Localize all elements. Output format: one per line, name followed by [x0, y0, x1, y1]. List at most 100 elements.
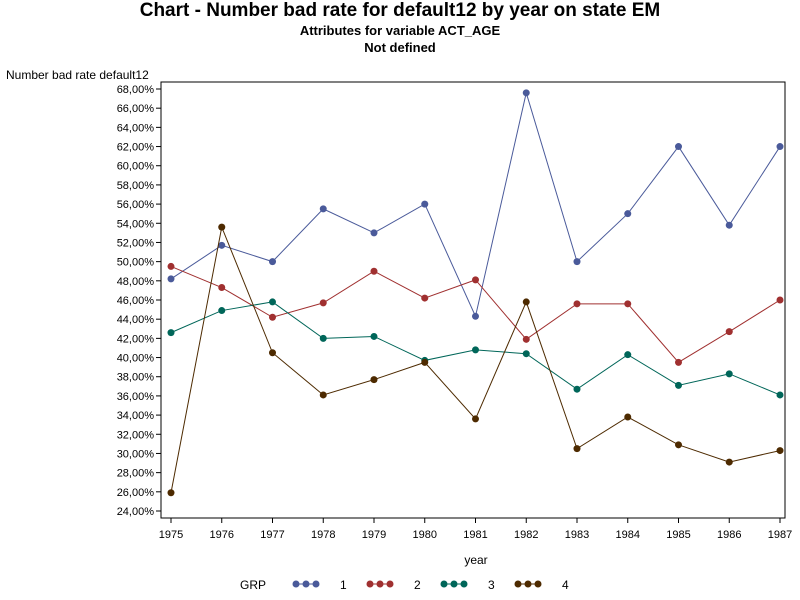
- y-tick-label: 34,00%: [117, 410, 155, 422]
- y-tick-label: 62,00%: [117, 142, 155, 154]
- legend-swatch-marker-1: [292, 580, 300, 588]
- data-point-2: [725, 328, 733, 336]
- data-point-2: [167, 262, 175, 270]
- chart-subtitle: Attributes for variable ACT_AGE: [299, 23, 501, 38]
- data-point-3: [269, 298, 276, 306]
- y-tick-label: 44,00%: [117, 314, 155, 326]
- x-tick-label: 1984: [616, 529, 640, 541]
- y-tick-label: 54,00%: [117, 218, 155, 230]
- data-point-3: [167, 329, 175, 337]
- legend-swatch-marker-1: [302, 580, 310, 588]
- data-point-2: [218, 284, 226, 292]
- data-point-1: [725, 221, 733, 229]
- data-point-1: [421, 200, 429, 208]
- data-point-3: [319, 334, 327, 342]
- y-tick-label: 50,00%: [117, 257, 155, 269]
- y-tick-label: 40,00%: [117, 353, 155, 365]
- data-point-1: [167, 275, 175, 283]
- legend-swatch-marker-3: [450, 580, 458, 588]
- data-point-4: [269, 349, 276, 357]
- x-tick-label: 1987: [768, 529, 792, 541]
- x-tick-label: 1982: [514, 529, 538, 541]
- data-point-1: [675, 143, 682, 151]
- data-point-3: [370, 332, 378, 340]
- x-tick-label: 1985: [666, 529, 690, 541]
- data-point-1: [573, 258, 581, 266]
- y-tick-label: 36,00%: [117, 391, 155, 403]
- legend-swatch-marker-2: [376, 580, 384, 588]
- y-tick-label: 66,00%: [117, 103, 155, 115]
- data-point-1: [522, 89, 530, 97]
- chart-title: Chart - Number bad rate for default12 by…: [139, 0, 661, 21]
- y-tick-label: 26,00%: [117, 487, 155, 499]
- data-point-1: [269, 258, 276, 266]
- legend-swatch-marker-4: [534, 580, 542, 588]
- y-tick-label: 28,00%: [117, 468, 155, 480]
- data-point-4: [370, 376, 378, 384]
- chart-subtitle-2: Not defined: [364, 40, 436, 55]
- data-point-4: [472, 415, 479, 423]
- y-tick-label: 32,00%: [117, 429, 155, 441]
- data-point-2: [421, 294, 429, 302]
- data-point-3: [472, 346, 479, 354]
- y-tick-label: 48,00%: [117, 276, 155, 288]
- data-point-1: [218, 241, 226, 249]
- y-tick-label: 38,00%: [117, 372, 155, 384]
- data-point-4: [167, 489, 175, 497]
- data-point-3: [218, 307, 226, 315]
- y-tick-label: 30,00%: [117, 448, 155, 460]
- data-point-2: [269, 313, 276, 321]
- legend-label-1: 1: [340, 578, 347, 592]
- data-point-4: [776, 447, 784, 455]
- y-axis: 24,00% 26,00% 28,00% 30,00% 32,00% 34,00% 36,0…: [117, 84, 161, 518]
- data-point-4: [573, 445, 581, 453]
- legend-title: GRP: [240, 578, 266, 592]
- data-point-2: [522, 335, 530, 343]
- data-point-2: [573, 300, 581, 308]
- data-point-4: [675, 441, 682, 449]
- data-point-4: [725, 458, 733, 466]
- data-point-2: [370, 267, 378, 275]
- data-point-3: [573, 385, 581, 393]
- data-point-4: [319, 391, 327, 399]
- data-point-3: [725, 370, 733, 378]
- data-point-2: [675, 358, 682, 366]
- x-tick-label: 1975: [159, 529, 183, 541]
- data-point-4: [522, 298, 530, 306]
- data-point-3: [776, 391, 784, 399]
- y-tick-label: 42,00%: [117, 333, 155, 345]
- legend-swatch-marker-3: [460, 580, 468, 588]
- series-line-4: [170, 225, 781, 493]
- y-tick-label: 46,00%: [117, 295, 155, 307]
- legend-swatch-marker-2: [386, 580, 394, 588]
- x-axis-label: year: [464, 553, 487, 567]
- data-point-3: [675, 381, 682, 389]
- legend-label-4: 4: [562, 578, 569, 592]
- x-tick-label: 1979: [362, 529, 386, 541]
- legend-label-3: 3: [488, 578, 495, 592]
- y-tick-label: 68,00%: [117, 84, 155, 96]
- data-point-4: [218, 223, 226, 231]
- x-tick-label: 1981: [463, 529, 487, 541]
- plot-frame: [160, 81, 786, 519]
- data-point-2: [776, 296, 784, 304]
- y-tick-label: 56,00%: [117, 199, 155, 211]
- data-point-1: [624, 210, 632, 218]
- data-point-1: [776, 143, 784, 151]
- y-tick-label: 58,00%: [117, 180, 155, 192]
- legend-swatch-marker-4: [514, 580, 522, 588]
- legend-label-2: 2: [414, 578, 421, 592]
- x-tick-label: 1980: [413, 529, 437, 541]
- y-tick-label: 60,00%: [117, 161, 155, 173]
- legend: GRP 1 2 3 4: [240, 578, 569, 592]
- legend-swatch-marker-3: [440, 580, 448, 588]
- x-tick-label: 1977: [260, 529, 284, 541]
- data-point-3: [522, 350, 530, 358]
- legend-swatch-marker-1: [312, 580, 320, 588]
- y-tick-label: 24,00%: [117, 506, 155, 518]
- x-tick-label: 1983: [565, 529, 589, 541]
- series-group: [167, 89, 784, 497]
- x-tick-label: 1986: [717, 529, 741, 541]
- data-point-3: [624, 351, 632, 359]
